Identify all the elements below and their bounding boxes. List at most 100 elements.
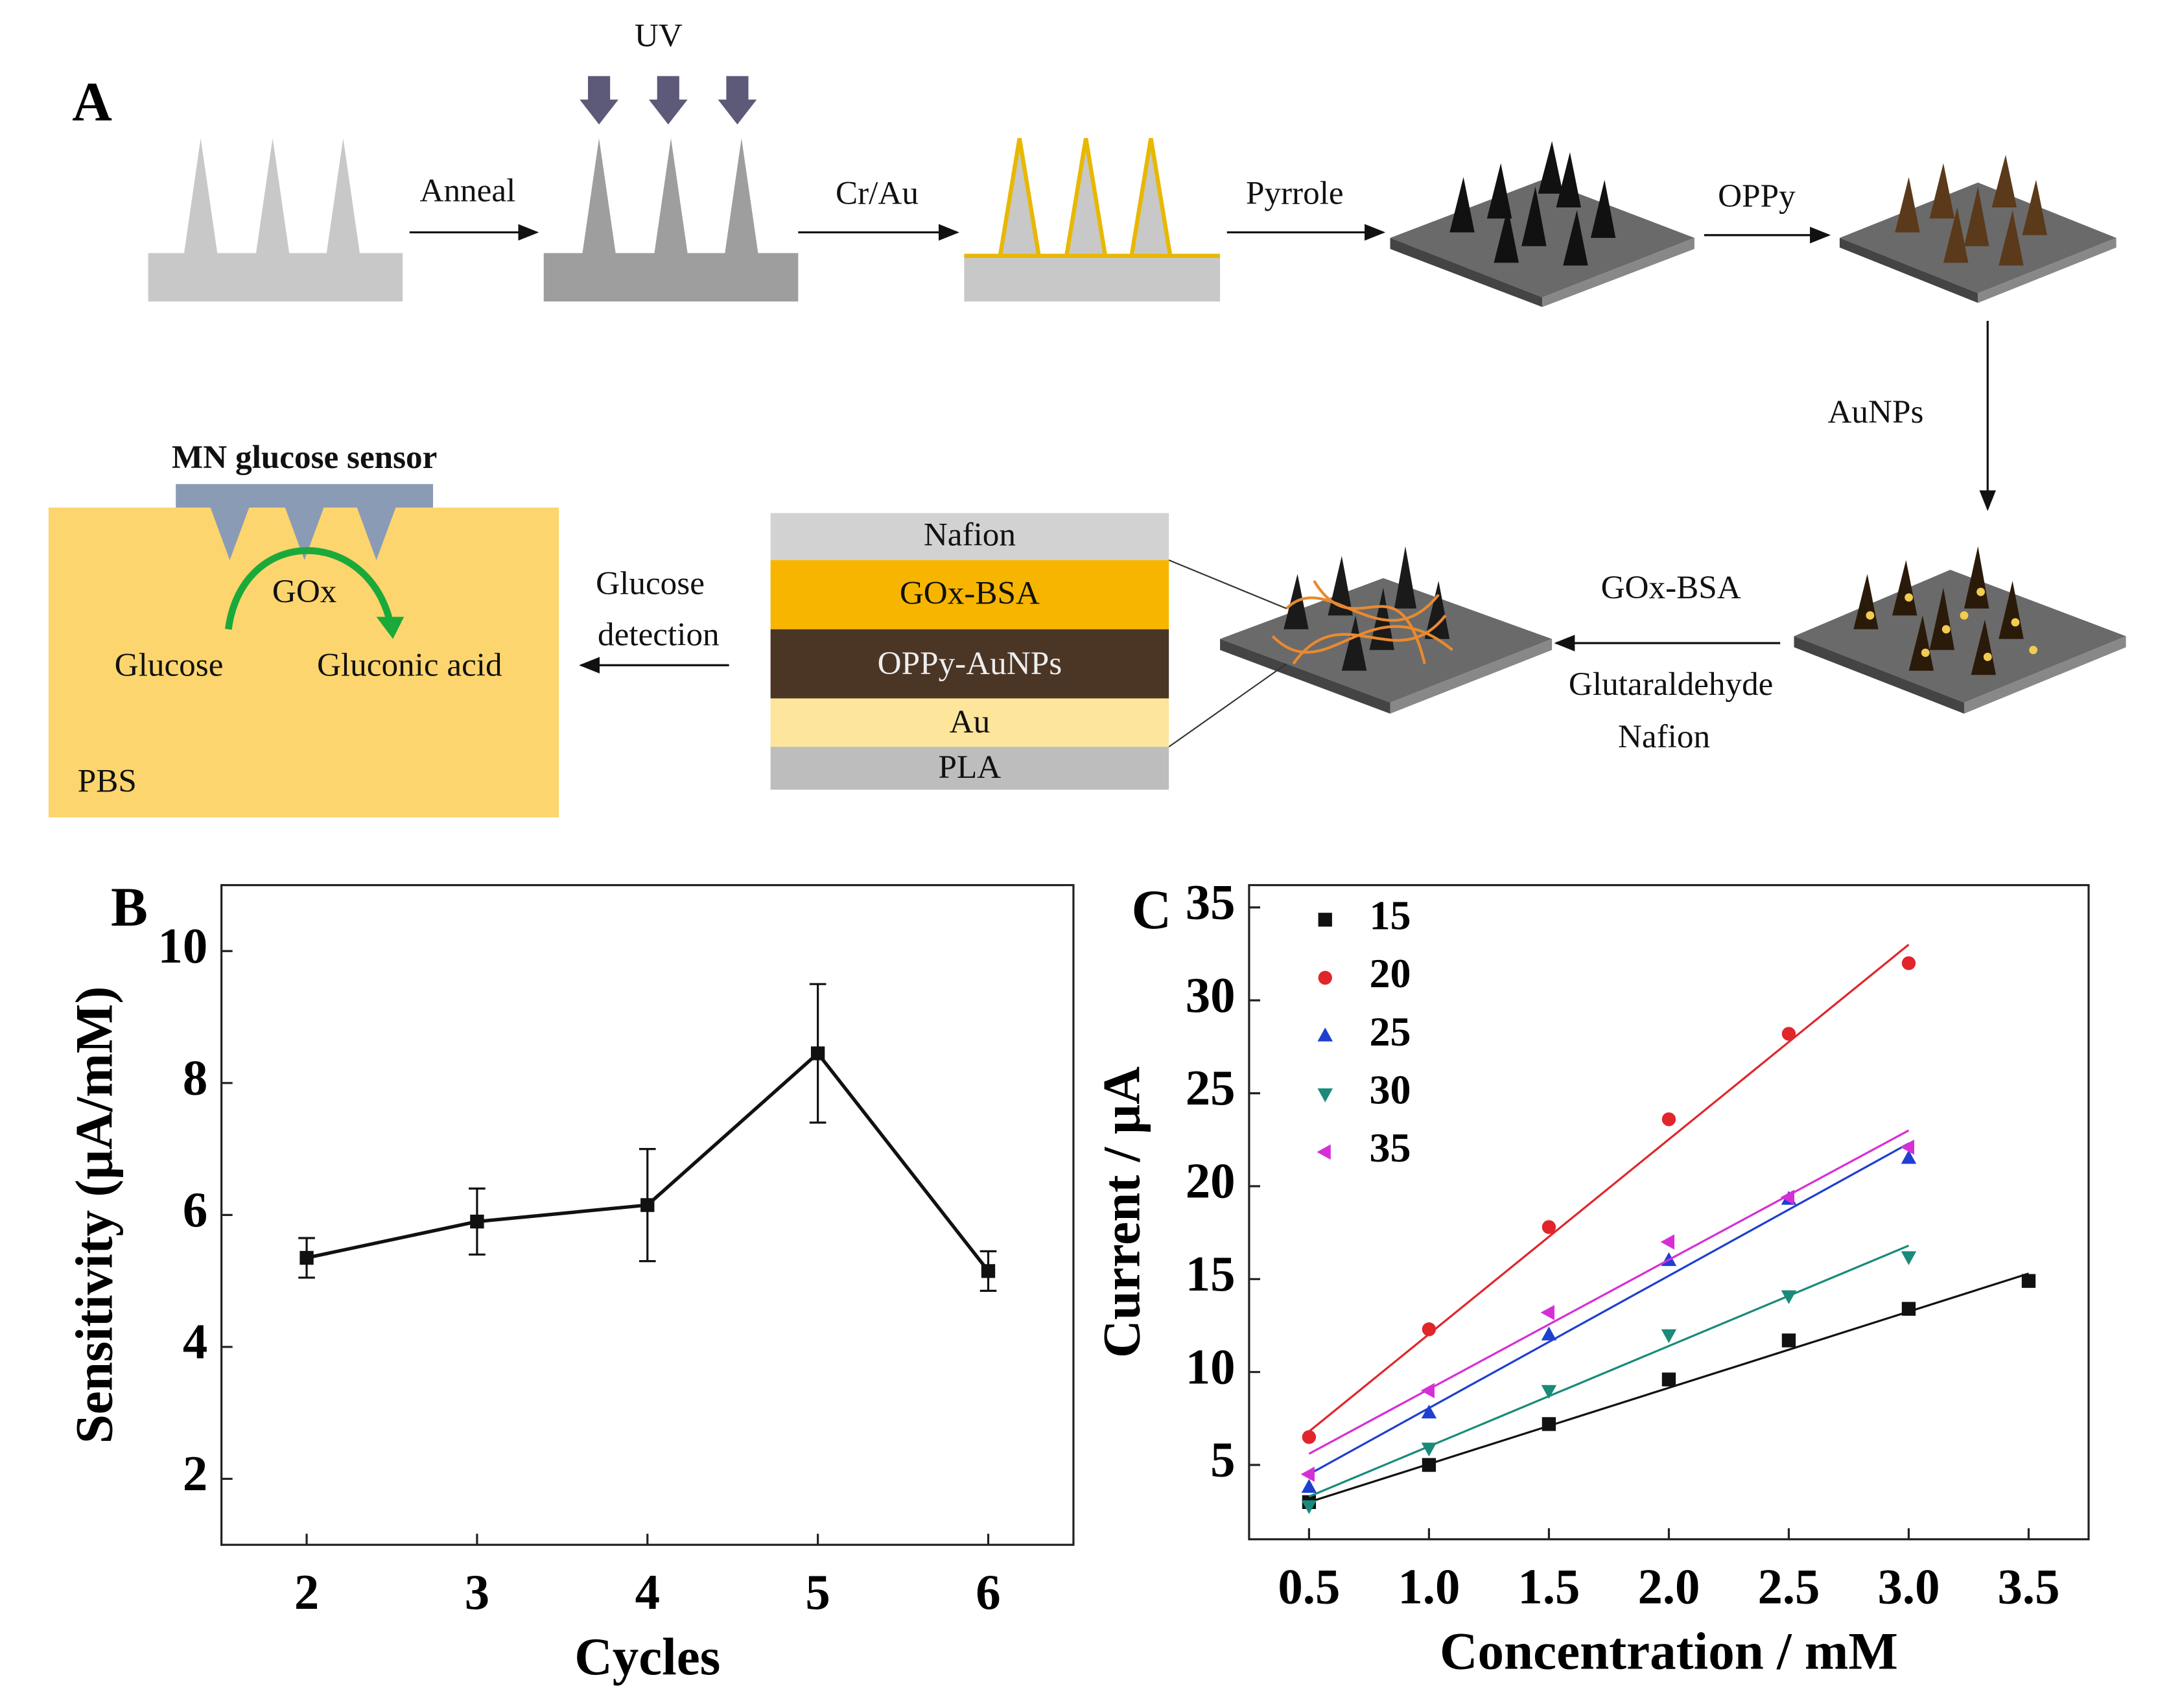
x-tick-label: 3 bbox=[465, 1565, 489, 1620]
step-label: Glutaraldehyde bbox=[1569, 666, 1774, 703]
point bbox=[1901, 956, 1916, 970]
point bbox=[470, 1214, 484, 1229]
point bbox=[1420, 1383, 1435, 1399]
final-platform bbox=[1220, 546, 1553, 714]
layer-label: GOx-BSA bbox=[900, 574, 1040, 611]
legend-marker bbox=[1317, 1027, 1333, 1042]
sensor-title: MN glucose sensor bbox=[172, 439, 437, 476]
x-axis-label: Concentration / mM bbox=[1440, 1622, 1898, 1681]
uv-label: UV bbox=[635, 17, 683, 54]
fit-line bbox=[1308, 944, 1910, 1433]
x-axis-label: Cycles bbox=[574, 1628, 720, 1686]
fit-line bbox=[1308, 1142, 1910, 1475]
y-tick-label: 15 bbox=[1186, 1246, 1236, 1302]
x-tick-label: 6 bbox=[976, 1565, 1000, 1620]
point bbox=[1421, 1442, 1437, 1457]
y-tick-label: 6 bbox=[183, 1182, 207, 1237]
legend-label: 30 bbox=[1370, 1066, 1411, 1112]
ppy-platform bbox=[1390, 141, 1694, 307]
point bbox=[1781, 1290, 1797, 1304]
x-tick-label: 3.5 bbox=[1997, 1559, 2059, 1614]
coated-mn bbox=[964, 137, 1221, 302]
legend-label: 35 bbox=[1370, 1125, 1411, 1171]
legend-label: 25 bbox=[1370, 1009, 1411, 1055]
point bbox=[1542, 1417, 1556, 1431]
fit-line bbox=[1308, 1272, 2029, 1503]
y-tick-label: 30 bbox=[1186, 968, 1236, 1023]
point bbox=[1780, 1189, 1794, 1205]
legend-marker bbox=[1317, 1144, 1331, 1160]
x-tick-label: 1.0 bbox=[1398, 1559, 1460, 1614]
legend-marker bbox=[1318, 970, 1332, 985]
point bbox=[299, 1250, 314, 1265]
point bbox=[2021, 1274, 2036, 1288]
step-label: GOx-BSA bbox=[1601, 569, 1741, 606]
panel-label: B bbox=[111, 877, 148, 938]
fit-line bbox=[1308, 1245, 1910, 1498]
sensor-bar bbox=[176, 484, 434, 561]
oppy-platform bbox=[1839, 154, 2116, 303]
point bbox=[1540, 1305, 1554, 1320]
point bbox=[1542, 1220, 1556, 1234]
panel-a: A Anneal UV Cr/Au Pyrrole bbox=[48, 17, 2126, 817]
y-axis-label: Sensitivity (μA/mM) bbox=[65, 987, 123, 1444]
point bbox=[1661, 1372, 1676, 1386]
x-tick-label: 0.5 bbox=[1278, 1559, 1340, 1614]
reaction-arrow bbox=[225, 547, 394, 630]
y-tick-label: 10 bbox=[1186, 1339, 1236, 1394]
point bbox=[1901, 1251, 1917, 1265]
charts: B 2 3 4 5 6 2 4 6 8 10 Cycles Sensitivity (μA/mM) C 0.… bbox=[65, 875, 2090, 1686]
point bbox=[1422, 1458, 1436, 1472]
x-tick-label: 2.5 bbox=[1757, 1559, 1820, 1614]
reaction-arrowhead bbox=[376, 616, 404, 639]
panel-label: C bbox=[1132, 880, 1172, 941]
point bbox=[1301, 1479, 1317, 1493]
y-tick-label: 10 bbox=[158, 918, 207, 974]
pbs-box bbox=[48, 508, 559, 817]
step-label: Pyrrole bbox=[1246, 175, 1344, 212]
x-tick-label: 4 bbox=[635, 1565, 660, 1620]
legend-marker bbox=[1317, 1088, 1333, 1103]
detection-label: Glucose bbox=[596, 565, 705, 602]
point bbox=[1781, 1027, 1796, 1041]
y-tick-label: 2 bbox=[183, 1446, 207, 1501]
step-label: AuNPs bbox=[1827, 393, 1923, 430]
x-tick-label: 3.0 bbox=[1877, 1559, 1940, 1614]
x-tick-label: 1.5 bbox=[1518, 1559, 1580, 1614]
y-tick-label: 8 bbox=[183, 1050, 207, 1105]
point bbox=[1901, 1302, 1916, 1316]
point bbox=[1661, 1329, 1677, 1344]
point bbox=[1541, 1326, 1557, 1340]
point bbox=[1301, 1500, 1317, 1514]
y-tick-label: 35 bbox=[1186, 875, 1236, 930]
layer-label: PLA bbox=[939, 749, 1002, 786]
layer-stack bbox=[770, 513, 1169, 790]
legend-marker bbox=[1318, 913, 1332, 927]
point bbox=[1302, 1430, 1317, 1444]
connector bbox=[1168, 559, 1287, 609]
point bbox=[1421, 1404, 1437, 1419]
point bbox=[640, 1198, 655, 1212]
mold bbox=[148, 138, 403, 302]
y-tick-label: 4 bbox=[183, 1315, 207, 1370]
point bbox=[1541, 1385, 1557, 1399]
fit-line bbox=[1308, 1129, 1910, 1455]
point bbox=[1901, 1150, 1917, 1164]
x-tick-label: 5 bbox=[805, 1565, 830, 1620]
step-label: Nafion bbox=[1618, 718, 1710, 755]
y-axis-label: Current / μA bbox=[1093, 1066, 1151, 1358]
point bbox=[1900, 1140, 1915, 1155]
layer-label: OPPy-AuNPs bbox=[878, 645, 1062, 682]
x-tick-label: 2 bbox=[294, 1565, 319, 1620]
y-tick-label: 25 bbox=[1186, 1060, 1236, 1116]
product-label: Gluconic acid bbox=[317, 646, 502, 683]
legend-label: 20 bbox=[1370, 950, 1411, 996]
point bbox=[1781, 1333, 1796, 1348]
enzyme-label: GOx bbox=[272, 573, 337, 610]
y-tick-label: 5 bbox=[1210, 1433, 1235, 1488]
uv-arrows bbox=[580, 76, 757, 125]
medium-label: PBS bbox=[78, 763, 137, 800]
point bbox=[1422, 1322, 1436, 1337]
